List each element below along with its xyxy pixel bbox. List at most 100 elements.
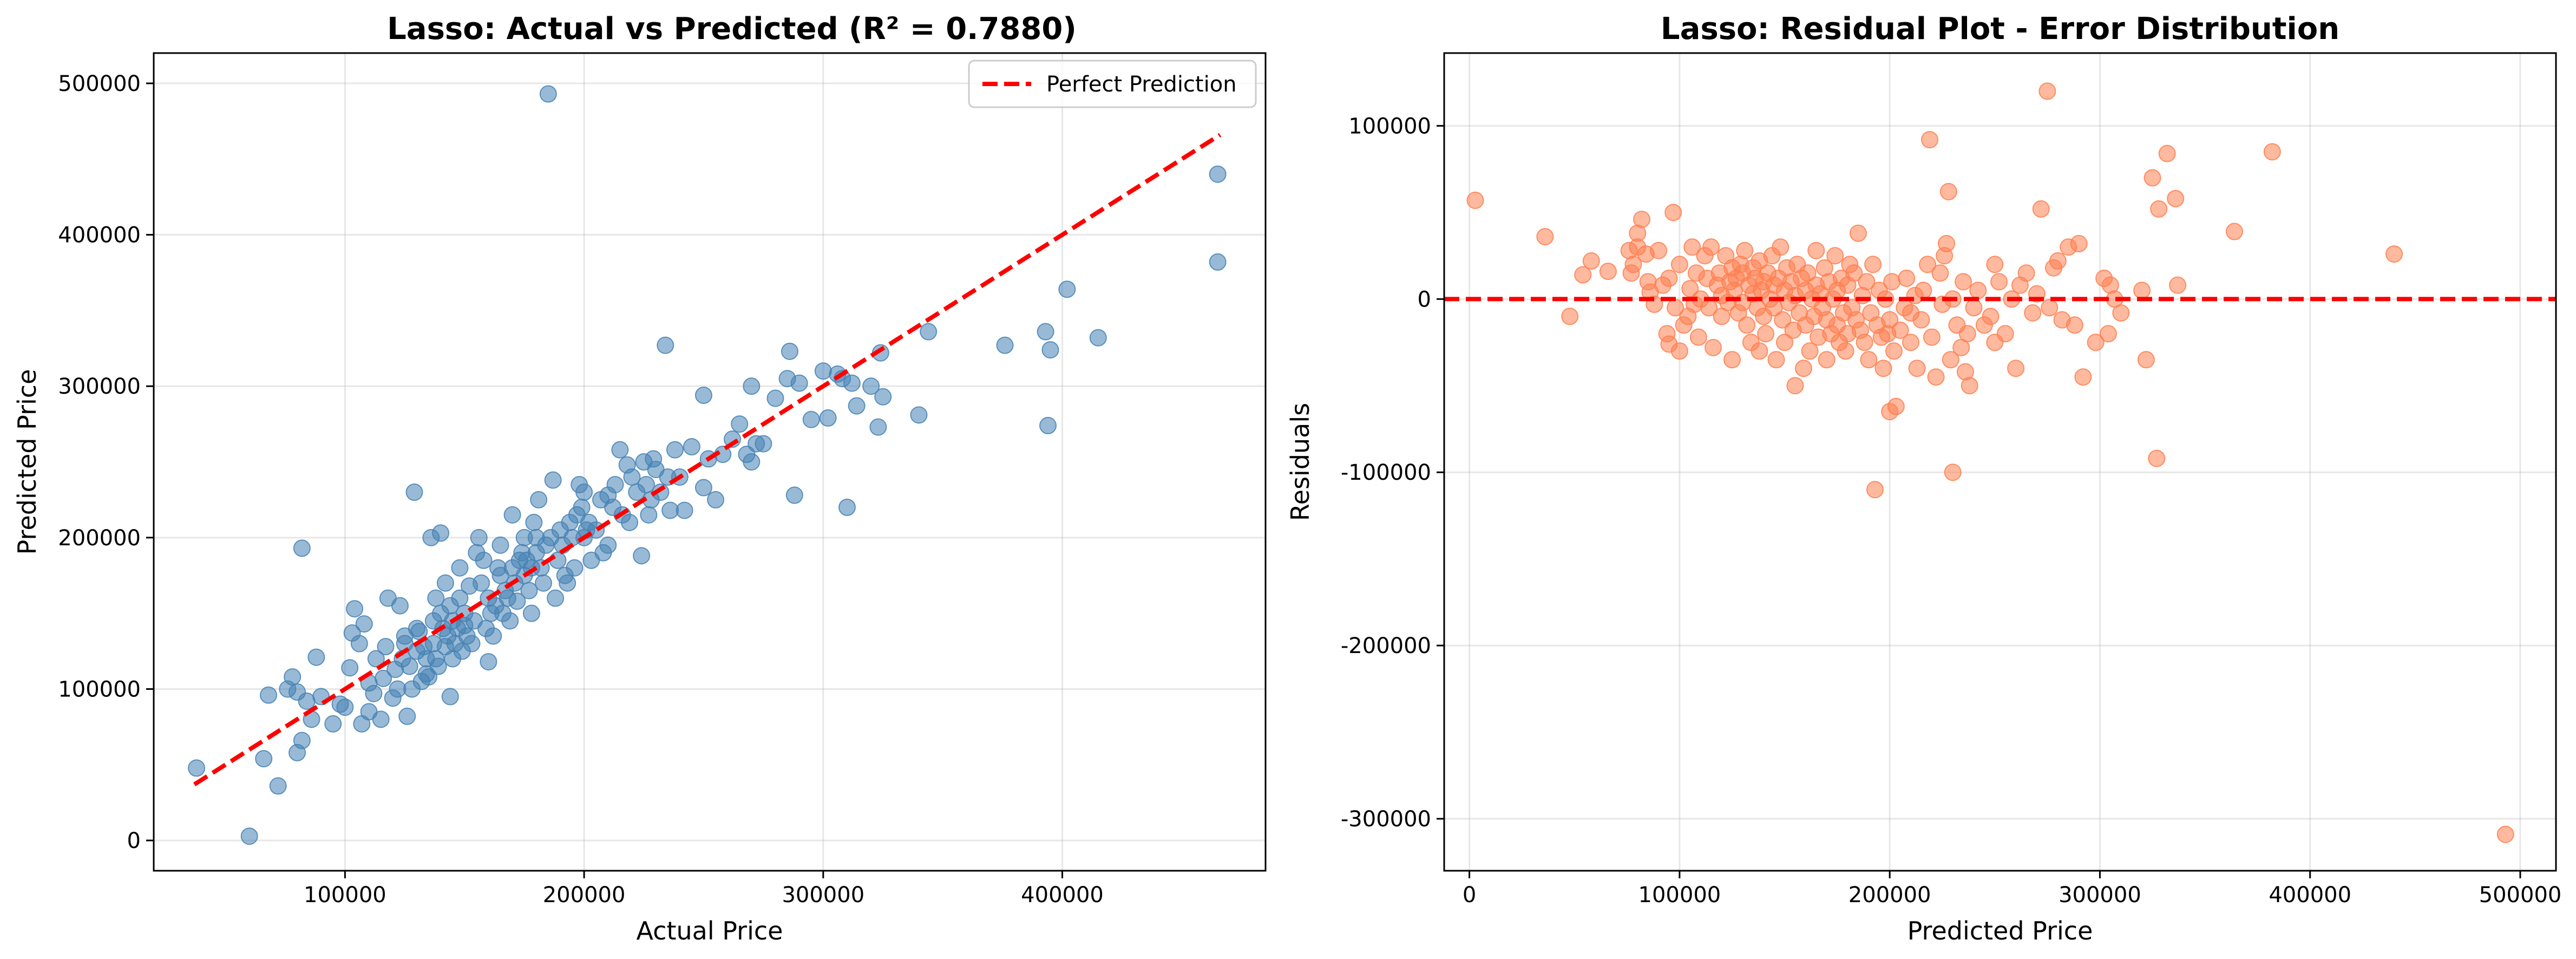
scatter-point (2144, 169, 2161, 187)
scatter-point (1826, 247, 1844, 265)
scatter-point (1689, 328, 1707, 346)
y-tick-label: 400000 (58, 223, 141, 248)
scatter-point (293, 539, 311, 557)
scatter-point (1942, 351, 1959, 369)
y-tick-label: 0 (1418, 287, 1431, 312)
scatter-point (401, 657, 418, 675)
legend-box (968, 60, 1257, 108)
scatter-point (1920, 131, 1938, 148)
scatter-point (336, 699, 354, 716)
scatter-point (1864, 256, 1882, 273)
actual-vs-predicted-chart: Lasso: Actual vs Predicted (R² = 0.7880)… (12, 11, 1267, 945)
scatter-point (1704, 338, 1722, 356)
scatter-point (2017, 264, 2035, 282)
y-tick-label: 300000 (58, 374, 141, 399)
scatter-point (240, 827, 258, 845)
scatter-point (1466, 191, 1484, 209)
scatter-point (389, 680, 407, 698)
scatter-point (2158, 145, 2176, 162)
scatter-point (398, 707, 416, 725)
scatter-point (480, 653, 497, 671)
scatter-point (463, 635, 481, 653)
scatter-point (848, 397, 866, 415)
scatter-point (1670, 342, 1688, 360)
scatter-point (324, 715, 342, 733)
scatter-point (1874, 360, 1892, 377)
scatter-point (1664, 204, 1682, 221)
scatter-point (391, 597, 409, 615)
scatter-point (606, 475, 624, 493)
x-tick-label: 200000 (1849, 883, 1931, 908)
y-tick-label: -100000 (1341, 460, 1431, 485)
scatter-point (1536, 228, 1554, 246)
scatter-point (566, 559, 584, 577)
scatter-point (766, 389, 784, 407)
perfect-prediction-line (193, 133, 1222, 786)
scatter-point (1944, 464, 1962, 481)
scatter-point (920, 323, 938, 341)
y-tick-label: 200000 (58, 526, 141, 551)
scatter-point (375, 669, 392, 687)
scatter-point (869, 418, 887, 436)
scatter-point (611, 441, 629, 459)
scatter-point (405, 483, 423, 501)
scatter-point (1209, 165, 1227, 183)
scatter-point (1650, 242, 1668, 259)
scatter-point (508, 592, 526, 610)
scatter-point (2496, 825, 2514, 843)
scatter-point (491, 536, 509, 554)
scatter-point (743, 453, 761, 471)
scatter-point (1887, 397, 1905, 415)
scatter-point (525, 513, 543, 531)
scatter-point (1751, 342, 1768, 360)
scatter-point (838, 498, 856, 516)
scatter-point (2263, 143, 2281, 161)
scatter-point (1089, 329, 1107, 347)
y-tick-label: -300000 (1341, 807, 1431, 832)
scatter-point (843, 374, 861, 392)
scatter-point (484, 627, 502, 645)
scatter-point (307, 648, 325, 666)
scatter-point (1723, 351, 1741, 369)
scatter-point (2024, 304, 2042, 322)
scatter-point (1860, 351, 1878, 369)
scatter-point (1912, 311, 1930, 329)
scatter-point (1908, 360, 1926, 377)
scatter-point (341, 659, 359, 677)
scatter-point (666, 441, 684, 459)
scatter-point (1923, 328, 1941, 346)
scatter-point (1037, 323, 1054, 341)
scatter-point (1039, 416, 1057, 434)
scatter-point (284, 668, 301, 686)
scatter-point (451, 559, 469, 577)
scatter-point (293, 732, 311, 749)
scatter-point (473, 574, 490, 592)
scatter-point (573, 498, 591, 516)
scatter-point (575, 483, 593, 501)
x-tick-label: 400000 (2269, 883, 2351, 908)
scatter-point (1799, 264, 1817, 282)
scatter-point (1982, 308, 2000, 325)
chart-title: Lasso: Actual vs Predicted (R² = 0.7880) (387, 11, 1077, 47)
x-tick-label: 300000 (782, 883, 864, 908)
scatter-point (2225, 223, 2243, 240)
scatter-point (1837, 342, 1854, 360)
axis-ticks: 0 100000 200000 300000 400000 500000 -300000 -2… (1341, 114, 2561, 908)
scatter-point (1574, 266, 1592, 284)
scatter-point (1209, 253, 1227, 271)
scatter-point (785, 486, 803, 504)
scatter-point (2099, 325, 2117, 343)
scatter-point (2133, 282, 2151, 299)
scatter-point (621, 513, 639, 531)
scatter-point (1786, 377, 1804, 395)
scatter-point (559, 574, 576, 592)
scatter-point (1961, 377, 1978, 395)
scatter-point (1898, 269, 1916, 287)
scatter-point (1757, 325, 1775, 343)
y-tick-label: 100000 (58, 677, 141, 702)
scatter-point (781, 342, 798, 360)
scatter-point (1965, 299, 1983, 317)
scatter-point (372, 710, 390, 728)
scatter-point (2137, 351, 2155, 369)
